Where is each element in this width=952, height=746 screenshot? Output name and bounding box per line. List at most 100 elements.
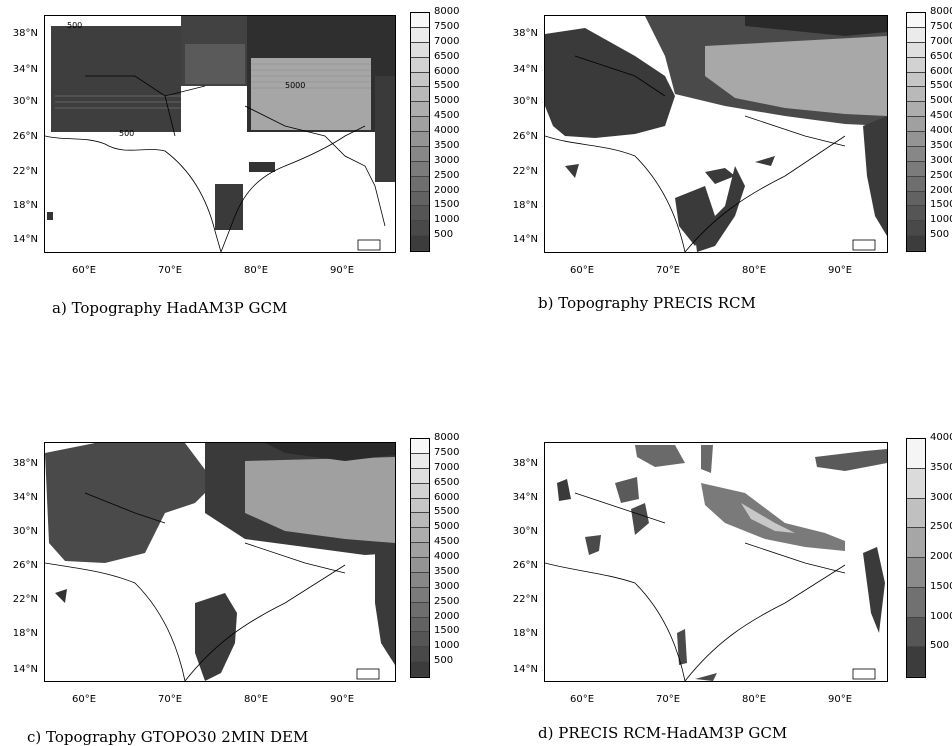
colorbar-label: 2500 bbox=[930, 521, 952, 533]
lon-label: 60°E bbox=[71, 694, 97, 705]
lat-label: 26°N bbox=[12, 131, 38, 142]
colorbar-label: 7500 bbox=[434, 446, 460, 458]
lon-label: 70°E bbox=[157, 694, 183, 705]
lon-label: 80°E bbox=[243, 694, 269, 705]
colorbar-cell bbox=[411, 72, 429, 88]
colorbar-cell bbox=[411, 498, 429, 514]
colorbar-label: 8000 bbox=[434, 6, 460, 17]
colorbar-cell bbox=[907, 587, 925, 618]
colorbar-cell bbox=[411, 132, 429, 147]
lat-label: 14°N bbox=[12, 234, 38, 245]
colorbar-cell bbox=[411, 543, 429, 558]
colorbar-label: 1500 bbox=[434, 625, 460, 637]
colorbar-cell bbox=[907, 206, 925, 222]
colorbar-cell bbox=[907, 13, 925, 28]
contour-label: 500 bbox=[67, 21, 82, 30]
colorbar-cell bbox=[411, 662, 429, 677]
colorbar-cell bbox=[411, 602, 429, 618]
lat-label: 14°N bbox=[512, 234, 538, 245]
lat-label: 34°N bbox=[12, 492, 38, 503]
colorbar-d bbox=[906, 438, 926, 678]
colorbar-cell bbox=[907, 176, 925, 192]
colorbar-label: 1500 bbox=[930, 199, 952, 211]
colorbar-label: 1500 bbox=[930, 580, 952, 592]
colorbar-cell bbox=[907, 102, 925, 118]
colorbar-label: 2500 bbox=[434, 169, 460, 181]
colorbar-label: 4000 bbox=[434, 551, 460, 562]
colorbar-cell bbox=[907, 42, 925, 58]
lat-label: 30°N bbox=[512, 96, 538, 107]
colorbar-cell bbox=[411, 146, 429, 162]
lon-label: 90°E bbox=[329, 265, 355, 276]
colorbar-cell bbox=[411, 528, 429, 544]
lat-label: 34°N bbox=[12, 64, 38, 75]
lat-label: 18°N bbox=[512, 200, 538, 211]
colorbar-cell bbox=[411, 647, 429, 663]
colorbar-label: 500 bbox=[930, 640, 950, 652]
colorbar-cell bbox=[907, 468, 925, 499]
lat-label: 18°N bbox=[12, 200, 38, 211]
map-d bbox=[544, 442, 888, 682]
topography-map-b bbox=[545, 16, 887, 252]
colorbar-label: 3500 bbox=[434, 139, 460, 151]
lat-label: 22°N bbox=[512, 166, 538, 177]
colorbar-cell bbox=[411, 236, 429, 251]
colorbar-label: 1000 bbox=[434, 214, 460, 226]
caption-d: d) PRECIS RCM-HadAM3P GCM bbox=[538, 724, 788, 742]
colorbar-label: 4000 bbox=[434, 125, 460, 136]
colorbar-cell bbox=[411, 102, 429, 118]
colorbar-label: 6500 bbox=[434, 476, 460, 488]
lat-label: 26°N bbox=[512, 560, 538, 571]
colorbar-cell bbox=[907, 146, 925, 162]
colorbar-cell bbox=[411, 206, 429, 222]
colorbar-cell bbox=[907, 236, 925, 251]
lon-label: 60°E bbox=[569, 265, 595, 276]
colorbar-label: 3500 bbox=[930, 139, 952, 151]
lat-label: 30°N bbox=[12, 526, 38, 537]
lat-label: 30°N bbox=[12, 96, 38, 107]
colorbar-b bbox=[906, 12, 926, 252]
colorbar-cell bbox=[411, 42, 429, 58]
lat-label: 26°N bbox=[512, 131, 538, 142]
colorbar-label: 3000 bbox=[434, 580, 460, 592]
colorbar-cell bbox=[411, 27, 429, 43]
colorbar-a bbox=[410, 12, 430, 252]
colorbar-cell bbox=[907, 617, 925, 648]
colorbar-label: 500 bbox=[434, 655, 454, 667]
topography-map-c bbox=[45, 443, 395, 681]
colorbar-label: 4500 bbox=[434, 110, 460, 122]
topography-map-a: 500 5000 500 bbox=[45, 16, 395, 252]
colorbar-label: 6000 bbox=[930, 65, 952, 77]
lon-label: 90°E bbox=[827, 694, 853, 705]
map-c bbox=[44, 442, 396, 682]
colorbar-label: 7500 bbox=[930, 20, 952, 32]
colorbar-label: 3500 bbox=[930, 461, 952, 473]
colorbar-label: 2500 bbox=[434, 595, 460, 607]
colorbar-label: 2000 bbox=[930, 551, 952, 562]
colorbar-cell bbox=[411, 632, 429, 648]
lon-label: 80°E bbox=[741, 694, 767, 705]
lat-label: 22°N bbox=[12, 166, 38, 177]
colorbar-label: 4000 bbox=[930, 432, 952, 443]
colorbar-cell bbox=[907, 528, 925, 558]
colorbar-label: 5500 bbox=[930, 80, 952, 92]
colorbar-cell bbox=[907, 117, 925, 132]
colorbar-label: 5500 bbox=[434, 506, 460, 518]
colorbar-label: 2000 bbox=[930, 184, 952, 196]
colorbar-label: 6500 bbox=[434, 50, 460, 62]
lat-label: 38°N bbox=[12, 28, 38, 39]
colorbar-label: 6000 bbox=[434, 65, 460, 77]
colorbar-label: 5000 bbox=[434, 95, 460, 107]
panel-c: 38°N 34°N 30°N 26°N 22°N 18°N 14°N 60°E … bbox=[0, 372, 476, 746]
colorbar-cell bbox=[411, 191, 429, 207]
colorbar-label: 4500 bbox=[930, 110, 952, 122]
colorbar-cell bbox=[907, 191, 925, 207]
colorbar-label: 500 bbox=[434, 229, 454, 241]
colorbar-cell bbox=[907, 57, 925, 73]
colorbar-label: 1500 bbox=[434, 199, 460, 211]
colorbar-label: 6500 bbox=[930, 50, 952, 62]
colorbar-cell bbox=[411, 221, 429, 237]
colorbar-label: 7000 bbox=[930, 35, 952, 47]
panel-d: 38°N 34°N 30°N 26°N 22°N 18°N 14°N 60°E … bbox=[476, 372, 952, 745]
map-b bbox=[544, 15, 888, 253]
